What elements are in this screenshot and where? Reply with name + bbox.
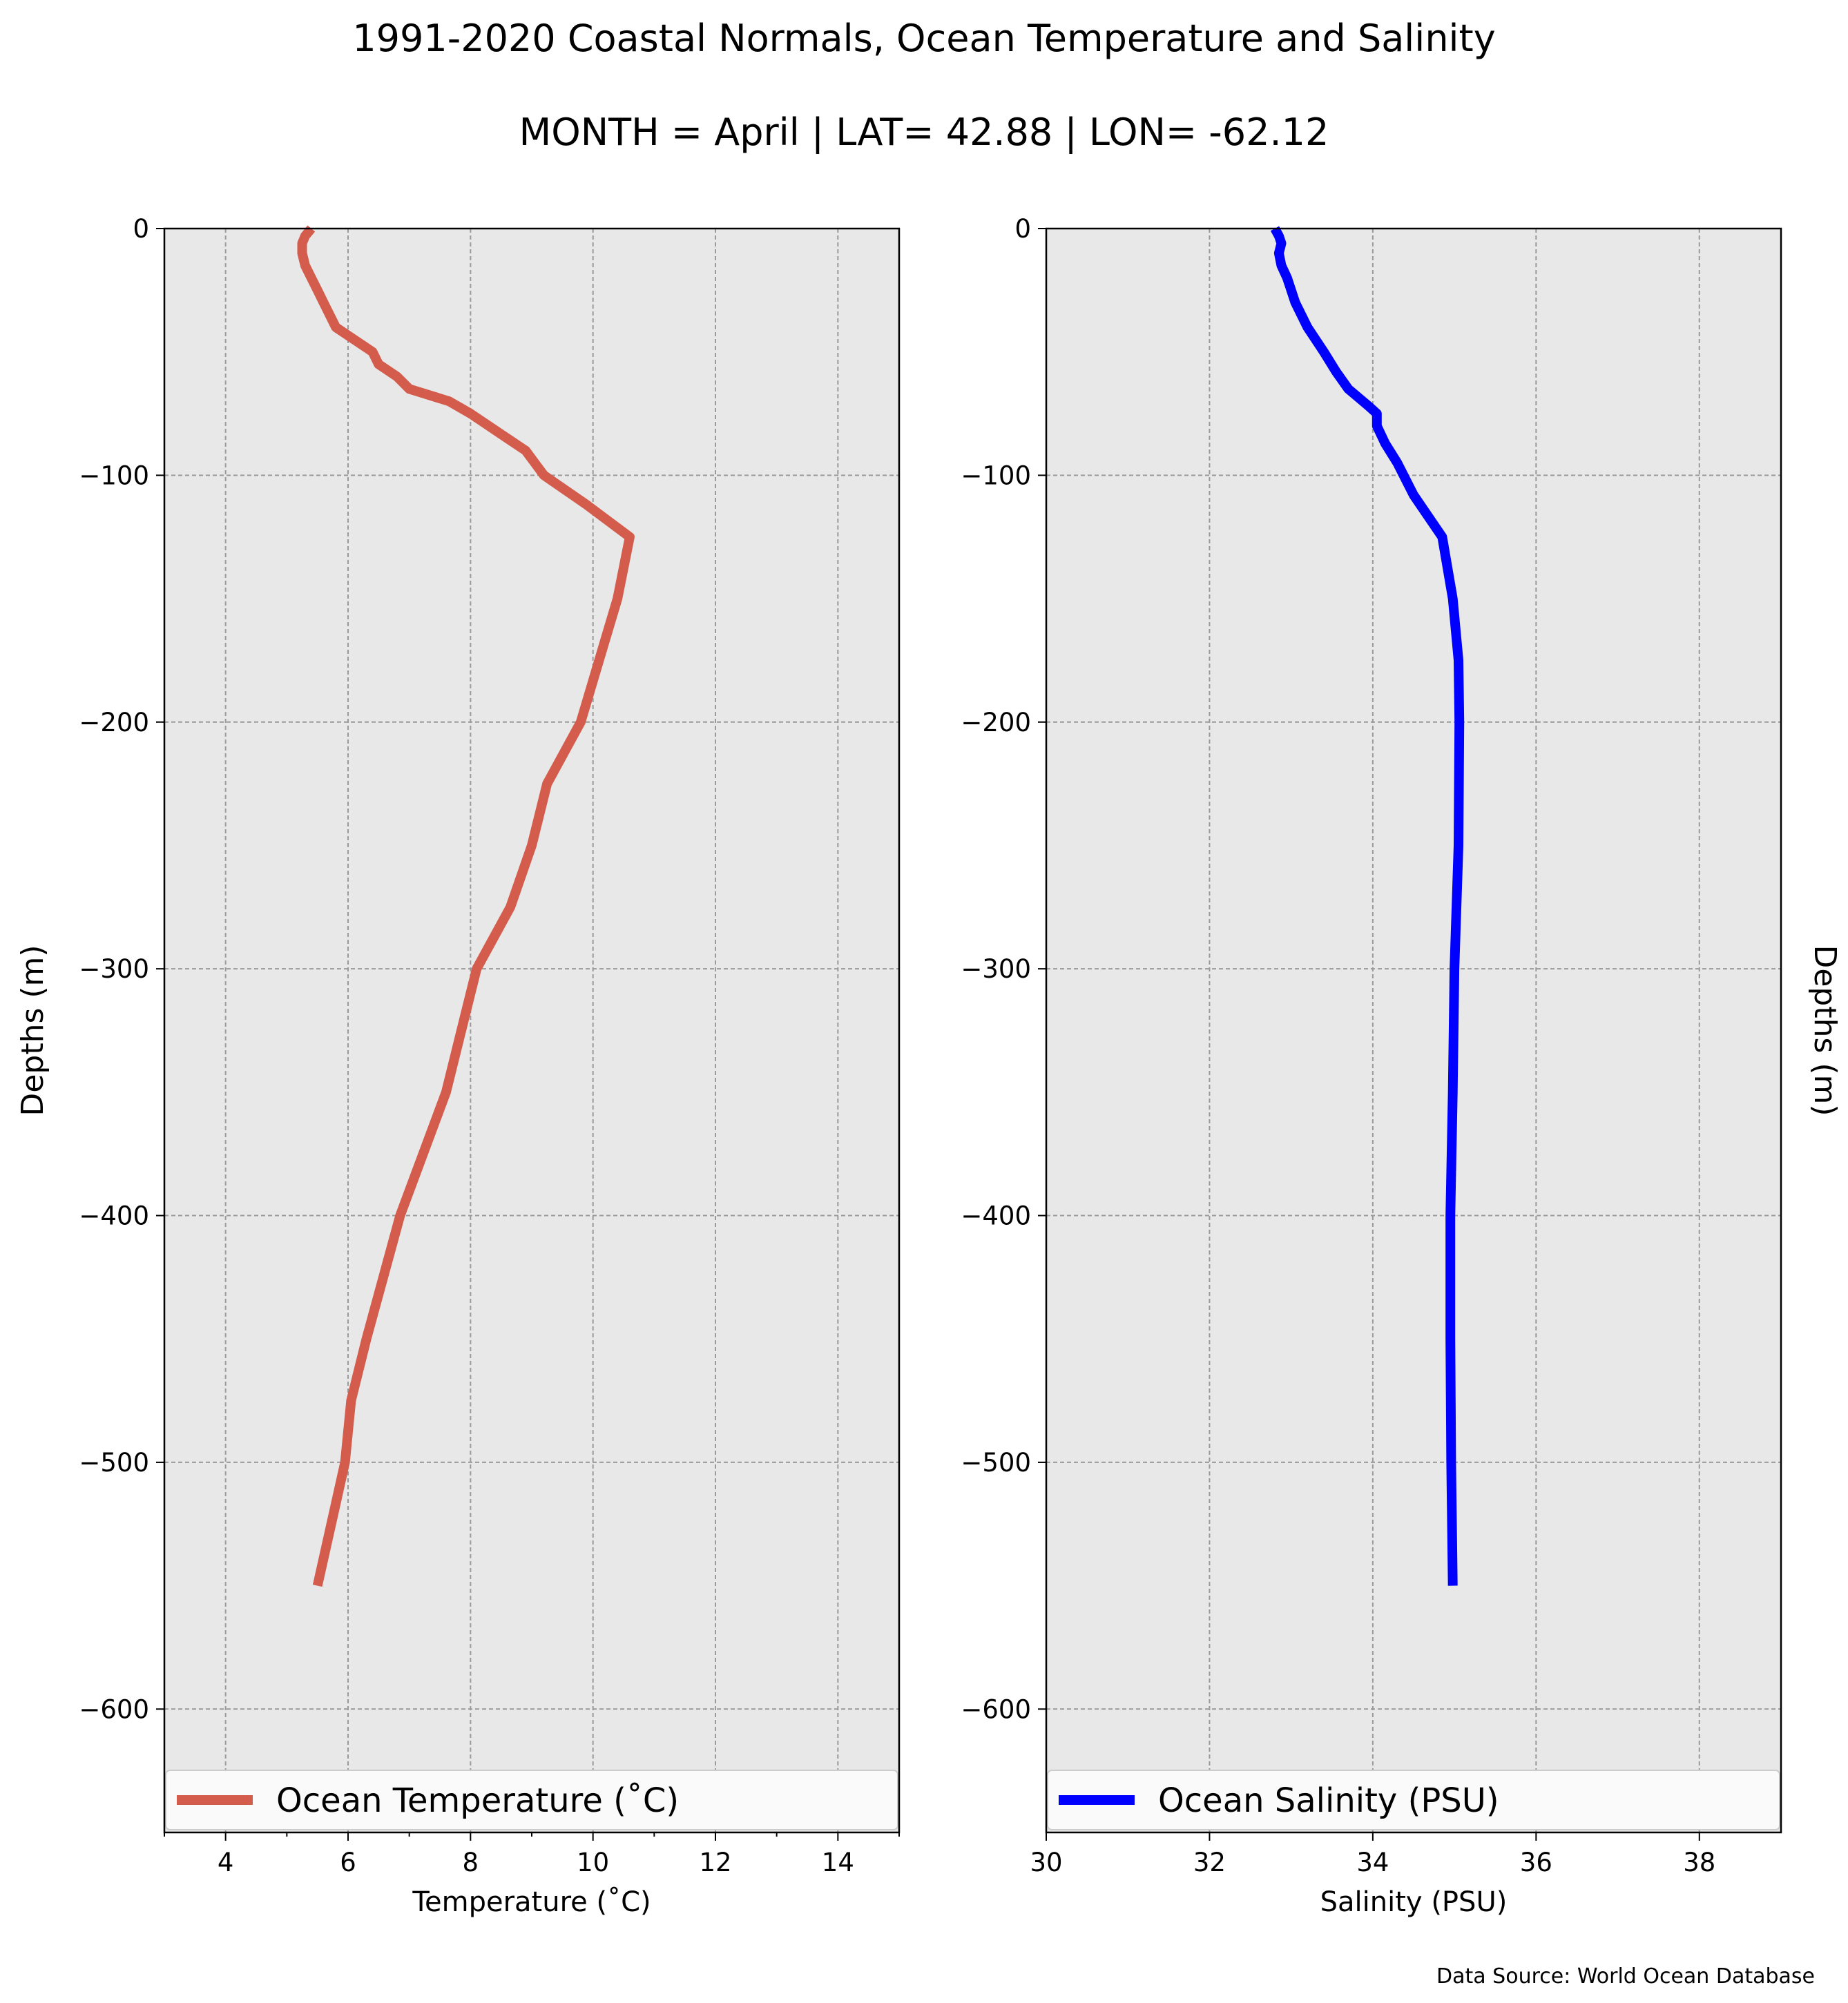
y-tick-label: −200 (79, 708, 149, 737)
x-tick-label: 34 (1356, 1848, 1389, 1877)
y-tick-label: −100 (961, 461, 1031, 490)
x-axis-label: Temperature (˚C) (412, 1886, 651, 1918)
y-axis-label: Depths (m) (1807, 945, 1842, 1116)
plot-area (1046, 229, 1781, 1832)
y-tick-label: −500 (961, 1448, 1031, 1478)
plot-area (164, 229, 899, 1832)
data-source-note: Data Source: World Ocean Database (1436, 1964, 1815, 1989)
x-tick-label: 4 (218, 1848, 234, 1877)
y-tick-label: −600 (79, 1694, 149, 1724)
x-tick-label: 6 (340, 1848, 356, 1877)
axes-frame (1045, 227, 1782, 1834)
salinity-panel: Ocean Salinity (PSU) 30 32 34 36 38 0 −100 −200 −… (961, 214, 1842, 1918)
y-tick-label: 0 (1014, 214, 1031, 244)
legend-box (1047, 1770, 1780, 1830)
y-tick-label: −400 (79, 1201, 149, 1231)
series-line-0-0 (297, 225, 635, 1587)
chart-subtitle: MONTH = April | LAT= 42.88 | LON= -62.12 (519, 110, 1329, 154)
x-tick-label: 14 (822, 1848, 854, 1877)
series-line-1-0 (1270, 226, 1465, 1586)
y-axis-label: Depths (m) (15, 945, 50, 1116)
temperature-panel: Ocean Temperature (˚C) 4 6 8 10 12 14 0 −100 −200… (15, 214, 901, 1918)
y-tick-label: 0 (133, 214, 149, 244)
y-tick-label: −600 (961, 1694, 1031, 1724)
y-tick-label: −100 (79, 461, 149, 490)
x-tick-label: 12 (699, 1848, 731, 1877)
chart-title: 1991-2020 Coastal Normals, Ocean Tempera… (352, 17, 1495, 60)
legend-label: Ocean Salinity (PSU) (1158, 1781, 1499, 1820)
y-tick-label: −300 (961, 954, 1031, 984)
x-tick-label: 30 (1030, 1848, 1062, 1877)
x-tick-label: 32 (1193, 1848, 1226, 1877)
legend-label: Ocean Temperature (˚C) (276, 1781, 679, 1820)
x-tick-label: 8 (463, 1848, 479, 1877)
legend-box (165, 1770, 898, 1830)
x-axis-label: Salinity (PSU) (1320, 1886, 1508, 1918)
x-tick-label: 36 (1520, 1848, 1552, 1877)
y-tick-label: −300 (79, 954, 149, 984)
y-tick-label: −400 (961, 1201, 1031, 1231)
x-tick-label: 38 (1683, 1848, 1715, 1877)
y-tick-label: −500 (79, 1448, 149, 1478)
x-tick-label: 10 (577, 1848, 609, 1877)
y-tick-label: −200 (961, 708, 1031, 737)
